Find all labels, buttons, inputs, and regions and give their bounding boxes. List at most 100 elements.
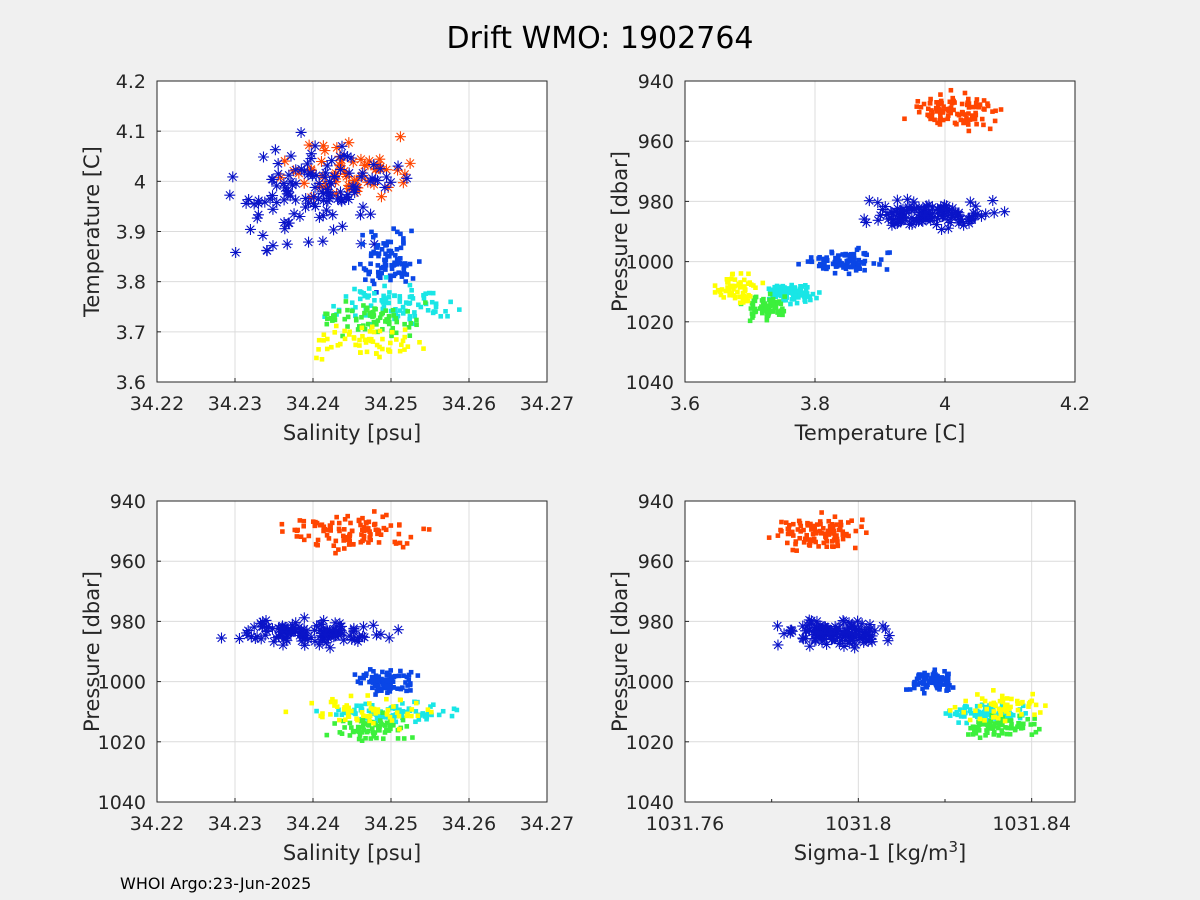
data-point-dot (979, 696, 985, 701)
data-point-dot (380, 264, 386, 270)
data-point-dot (332, 721, 337, 726)
data-point-dot (1004, 696, 1010, 701)
data-point-dot (366, 286, 372, 291)
data-point-dot (364, 308, 369, 313)
data-point-dot (998, 107, 1004, 112)
data-point-star (324, 642, 336, 654)
data-point-star (893, 215, 905, 227)
data-point-dot (367, 535, 373, 540)
data-point-dot (356, 324, 362, 329)
data-point-dot (387, 349, 393, 354)
data-point-dot (382, 257, 387, 263)
data-point-dot (712, 290, 718, 295)
data-point-dot (321, 338, 326, 343)
data-point-star (317, 195, 329, 207)
data-point-dot (840, 529, 846, 534)
data-point-dot (314, 355, 319, 361)
data-point-star (906, 212, 918, 224)
data-point-dot (355, 327, 361, 332)
data-point-dot (357, 296, 363, 302)
data-point-star (288, 208, 300, 220)
data-point-dot (829, 544, 835, 549)
data-point-star (922, 212, 934, 224)
data-point-dot (808, 297, 813, 303)
data-point-dot (1003, 702, 1008, 708)
data-point-star (281, 238, 293, 250)
data-point-dot (426, 527, 432, 532)
data-point-dot (1015, 701, 1020, 706)
data-point-dot (1000, 731, 1005, 736)
data-point-star (838, 627, 850, 639)
data-point-star (321, 204, 333, 216)
plots-group: 34.22 34.23 34.24 34.25 34.26 34.273.63.73.83… (80, 71, 1090, 865)
data-point-dot (973, 112, 979, 118)
data-point-dot (329, 520, 335, 526)
data-point-dot (976, 728, 982, 733)
data-point-dot (340, 533, 346, 539)
data-point-dot (361, 672, 367, 678)
data-point-star (392, 160, 404, 172)
data-point-dot (925, 106, 931, 112)
data-point-dot (948, 87, 954, 93)
data-point-dot (395, 736, 401, 741)
data-point-dot (878, 257, 884, 262)
y-tick-label: 1040 (626, 372, 674, 394)
data-point-dot (1019, 712, 1024, 717)
y-tick-label: 3.7 (116, 322, 146, 344)
data-point-dot (743, 298, 749, 304)
data-point-dot (914, 104, 920, 109)
data-point-star (348, 622, 360, 634)
data-point-star (347, 180, 359, 192)
data-point-dot (845, 259, 850, 265)
data-point-dot (406, 672, 412, 678)
data-point-dot (397, 709, 403, 714)
data-point-dot (949, 100, 955, 106)
data-point-dot (415, 673, 421, 678)
data-point-dot (388, 523, 394, 528)
data-point-dot (936, 101, 942, 107)
data-point-dot (974, 724, 980, 730)
data-point-dot (329, 344, 334, 350)
data-point-dot (353, 342, 358, 348)
data-point-star (843, 622, 855, 634)
data-point-dot (382, 283, 387, 289)
data-point-dot (379, 688, 384, 693)
data-point-dot (371, 329, 377, 335)
data-point-dot (342, 328, 347, 334)
data-point-star (326, 155, 338, 167)
data-point-dot (907, 687, 913, 692)
data-point-dot (860, 517, 865, 523)
data-point-dot (426, 290, 432, 296)
data-point-star (323, 632, 335, 644)
data-point-star (317, 210, 329, 222)
data-point-star (257, 151, 269, 163)
y-tick-label: 940 (638, 71, 674, 93)
data-point-dot (802, 536, 808, 542)
data-point-star (341, 150, 353, 162)
data-point-star (312, 193, 324, 205)
data-point-dot (789, 297, 795, 302)
data-point-dot (355, 724, 361, 730)
x-axis-label-superscript: 3 (948, 838, 958, 856)
data-point-star (314, 181, 326, 193)
data-point-dot (451, 706, 457, 712)
data-point-dot (363, 701, 369, 707)
data-point-dot (382, 260, 388, 266)
data-point-dot (351, 335, 357, 340)
data-point-dot (801, 540, 807, 545)
data-point-star (305, 153, 317, 165)
data-point-star (277, 639, 289, 651)
data-point-dot (959, 109, 965, 115)
data-point-star (338, 149, 350, 161)
data-point-star (821, 638, 833, 650)
y-axis-label: Pressure [dbar] (608, 151, 632, 312)
data-point-dot (859, 260, 865, 265)
data-point-dot (409, 287, 414, 293)
data-point-dot (324, 321, 330, 327)
data-point-dot (337, 528, 342, 534)
data-point-dot (945, 675, 951, 681)
data-point-star (309, 635, 321, 647)
data-point-star (894, 211, 906, 223)
data-point-dot (937, 122, 943, 127)
data-point-dot (773, 305, 779, 311)
